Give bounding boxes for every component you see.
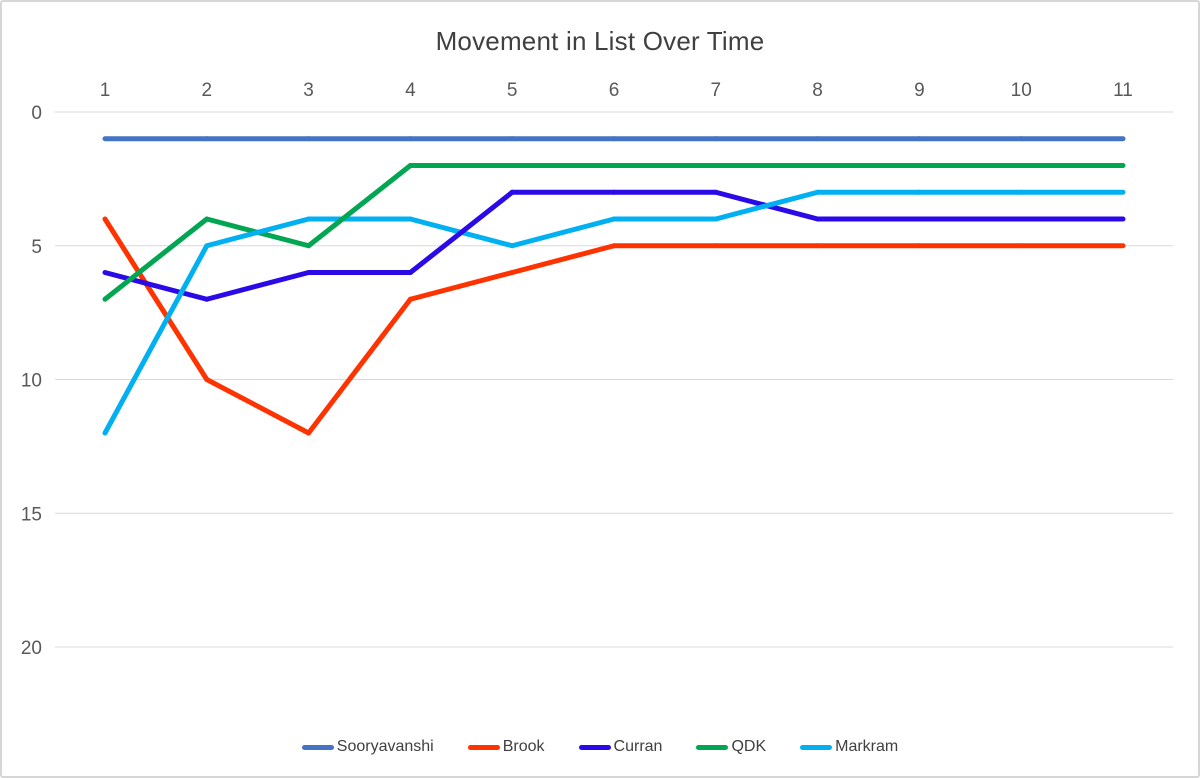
series-segment-brook (102, 216, 210, 382)
legend-swatch-qdk (696, 744, 729, 750)
x-axis-tick-label: 9 (914, 80, 925, 101)
x-axis-tick-label: 6 (609, 80, 620, 101)
series-segment-brook (204, 377, 312, 436)
y-axis-tick-label: 10 (21, 371, 42, 392)
legend-swatch-brook (467, 744, 500, 750)
legend-item-markram: Markram (800, 738, 898, 756)
x-axis-tick-label: 10 (1011, 80, 1032, 101)
legend-label-markram: Markram (835, 738, 899, 755)
legend-item-brook: Brook (467, 738, 545, 756)
chart-title: Movement in List Over Time (435, 26, 765, 56)
series-segment-brook (407, 270, 515, 302)
x-axis-tick-label: 5 (507, 80, 518, 101)
series-segment-curran (204, 270, 312, 302)
legend-item-curran: Curran (578, 738, 663, 756)
x-axis-tick-label: 3 (303, 80, 314, 101)
chart-legend: Sooryavanshi Brook Curran QDK Markram (2, 738, 1198, 756)
x-axis-tick-label: 8 (812, 80, 823, 101)
legend-label-curran: Curran (613, 738, 663, 755)
series-segment-markram (713, 189, 821, 222)
series-segment-brook (306, 296, 413, 436)
y-axis-tick-label: 0 (31, 103, 42, 124)
legend-label-qdk: QDK (731, 738, 767, 755)
legend-swatch-sooryavanshi (301, 744, 334, 750)
legend-item-qdk: QDK (696, 738, 766, 756)
x-axis-tick-label: 7 (711, 80, 722, 101)
legend-item-sooryavanshi: Sooryavanshi (301, 738, 434, 756)
series-segment-qdk (306, 163, 413, 249)
y-axis-tick-label: 15 (21, 504, 42, 525)
legend-swatch-markram (800, 744, 833, 750)
series-segment-brook (509, 243, 617, 275)
legend-label-brook: Brook (502, 738, 545, 755)
x-axis-tick-label: 11 (1113, 80, 1133, 101)
y-axis-tick-label: 5 (31, 237, 42, 258)
x-axis-tick-label: 4 (405, 80, 416, 101)
x-axis-tick-label: 1 (100, 80, 111, 101)
legend-label-sooryavanshi: Sooryavanshi (336, 738, 434, 755)
series-segment-curran (407, 189, 515, 275)
series-segment-qdk (102, 216, 210, 302)
series-segment-markram (509, 216, 617, 249)
series-segment-markram (204, 216, 312, 249)
legend-swatch-curran (578, 744, 611, 750)
x-axis-tick-label: 2 (202, 80, 213, 101)
series-segment-markram (102, 243, 210, 436)
series-segment-curran (102, 270, 210, 302)
y-axis-tick-label: 20 (21, 638, 42, 659)
